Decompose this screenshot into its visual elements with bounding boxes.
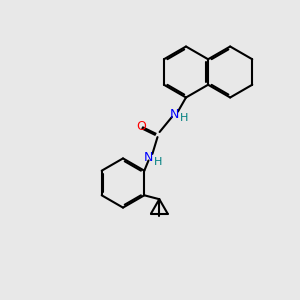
Text: N: N [144,151,153,164]
Text: H: H [154,157,163,167]
Text: O: O [136,119,146,133]
Text: H: H [180,112,188,123]
Text: N: N [169,107,179,121]
